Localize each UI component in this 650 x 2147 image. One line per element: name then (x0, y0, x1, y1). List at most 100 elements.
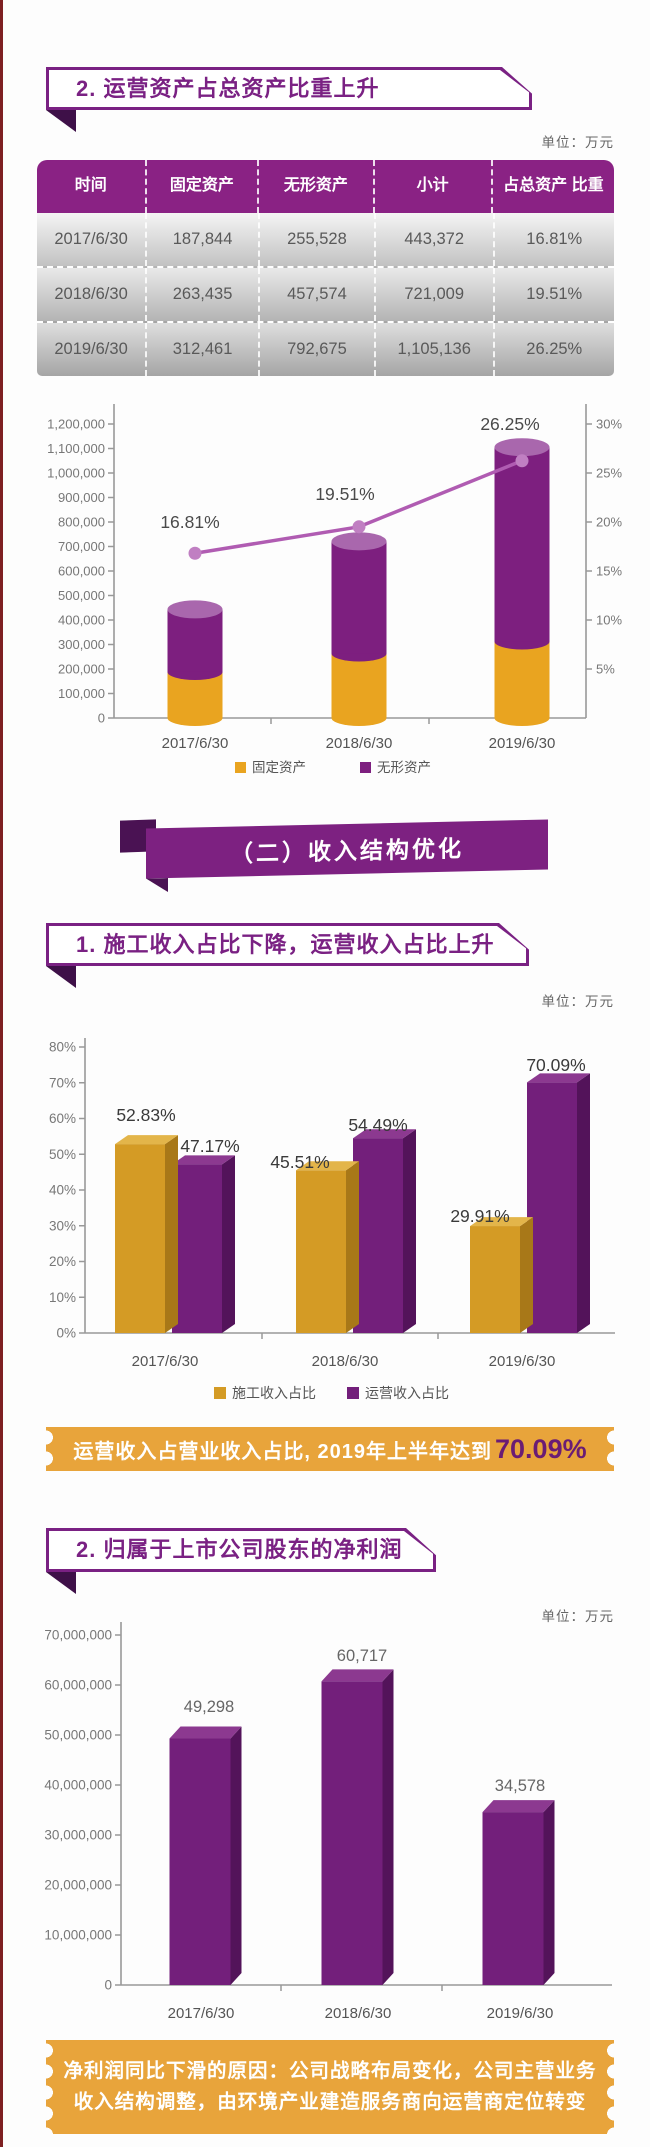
ribbon-text: 运营收入占营业收入占比, 2019年上半年达到 (73, 1440, 493, 1463)
x-axis-label: 2019/6/30 (489, 735, 556, 752)
trend-point-1 (352, 520, 366, 534)
asset-ratio-table: 时间 固定资产 无形资产 小计 占总资产 比重 2017/6/30 187,844 255,5… (37, 160, 614, 376)
x-axis-label: 2018/6/30 (325, 2005, 392, 2022)
right-tick-label: 5% (596, 662, 615, 677)
left-tick-label: 0% (56, 1326, 76, 1341)
right-tick-label: 20% (596, 515, 622, 530)
table-cell: 26.25% (526, 340, 583, 358)
table-cell: 721,009 (376, 268, 495, 321)
right-tick-label: 25% (596, 466, 622, 481)
bar-operating-share-0 (172, 1164, 222, 1333)
banner-box: 1. 施工收入占比下降，运营收入占比上升 (46, 923, 529, 966)
bar-fixed-assets-2 (494, 641, 550, 718)
bar-operating-share-1-top (353, 1129, 416, 1139)
left-tick-label: 60% (49, 1111, 76, 1126)
left-tick-label: 50% (49, 1147, 76, 1162)
left-edge-stripe (0, 0, 3, 2147)
bar-construction-share-0 (115, 1144, 165, 1333)
percent-label: 29.91% (450, 1206, 509, 1226)
legend-swatch (214, 1387, 226, 1399)
legend-label: 固定资产 (252, 760, 306, 775)
left-tick-label: 1,100,000 (47, 441, 105, 456)
unit-label-3: 单位：万元 (541, 1609, 614, 1624)
bar-construction-share-1-top (296, 1161, 359, 1171)
percent-label: 19.51% (315, 484, 374, 504)
table-cell: 187,844 (147, 213, 261, 266)
bar-net-profit-1-top (321, 1669, 394, 1682)
banner-title: 2. 归属于上市公司股东的净利润 (76, 1537, 403, 1562)
banner-fold (46, 1572, 76, 1594)
left-tick-label: 300,000 (58, 637, 105, 652)
left-tick-label: 500,000 (58, 588, 105, 603)
table-cell: 263,435 (147, 268, 261, 321)
left-tick-label: 40% (49, 1183, 76, 1198)
value-label: 60,717 (337, 1647, 387, 1665)
left-tick-label: 0 (98, 711, 105, 726)
left-tick-label: 200,000 (58, 662, 105, 677)
x-axis-label: 2017/6/30 (168, 2005, 235, 2022)
bar-net-profit-1-side (382, 1669, 394, 1985)
legend-label: 运营收入占比 (365, 1385, 449, 1401)
banner-fold (46, 966, 76, 988)
bar-intangible-assets-0 (167, 609, 223, 672)
bar-net-profit-0 (169, 1738, 231, 1985)
right-tick-label: 10% (596, 613, 622, 628)
title-banner-net-profit: 2. 归属于上市公司股东的净利润 (46, 1528, 436, 1594)
bar-net-profit-1 (321, 1681, 383, 1985)
right-tick-label: 30% (596, 417, 622, 432)
table-header-row: 时间 固定资产 无形资产 小计 占总资产 比重 (37, 160, 614, 213)
banner-box: 2. 归属于上市公司股东的净利润 (46, 1528, 436, 1572)
banner-box: 2. 运营资产占总资产比重上升 (46, 67, 532, 110)
trend-point-2 (515, 454, 529, 468)
bar-construction-share-2-side (520, 1217, 533, 1333)
left-tick-label: 1,000,000 (47, 466, 105, 481)
x-axis-label: 2018/6/30 (326, 735, 393, 752)
left-tick-label: 100,000 (58, 686, 105, 701)
bar-fixed-assets-1 (331, 653, 387, 718)
x-axis-label: 2019/6/30 (487, 2005, 554, 2022)
bar-construction-share-2 (470, 1226, 520, 1333)
bar-net-profit-2-top (482, 1800, 555, 1813)
bar-operating-share-2-side (577, 1073, 590, 1333)
bar-operating-share-2-top (527, 1073, 590, 1083)
left-tick-label: 900,000 (58, 490, 105, 505)
left-tick-label: 10% (49, 1290, 76, 1305)
table-cell: 2017/6/30 (37, 213, 148, 266)
banner-title: 2. 运营资产占总资产比重上升 (76, 76, 380, 101)
table-header-cell: 小计 (375, 160, 493, 213)
bar-construction-share-1 (296, 1170, 346, 1333)
banner-fold (46, 110, 76, 132)
x-axis-label: 2018/6/30 (312, 1353, 379, 1370)
bar-net-profit-0-top (169, 1726, 242, 1739)
ribbon-text-line2: 收入结构调整，由环境产业建造服务商向运营商定位转变 (73, 2091, 587, 2113)
value-label: 49,298 (184, 1698, 234, 1716)
table-cell: 16.81% (526, 230, 583, 248)
left-tick-label: 20,000,000 (44, 1878, 112, 1893)
percent-label: 16.81% (160, 512, 219, 532)
left-tick-label: 700,000 (58, 539, 105, 554)
table-header-cell: 固定资产 (147, 160, 260, 213)
trend-point-0 (188, 546, 202, 560)
percent-label: 52.83% (116, 1105, 175, 1125)
legend-label: 施工收入占比 (232, 1385, 316, 1401)
legend-swatch (235, 762, 246, 773)
bar-net-profit-0-side (230, 1726, 242, 1985)
bar-operating-share-1-side (403, 1129, 416, 1333)
table-cell: 2019/6/30 (37, 323, 148, 376)
ribbon-highlight: 70.09% (495, 1433, 587, 1464)
bar-operating-share-2 (527, 1082, 577, 1333)
chart-revenue-share: 0% 10% 20% 30% 40% 50% 60% 70% 80% 52.83%47.17% 45… (49, 1038, 615, 1401)
right-tick-label: 15% (596, 564, 622, 579)
orange-ribbon-net-profit: 净利润同比下滑的原因：公司战略布局变化，公司主营业务 收入结构调整，由环境产业建… (46, 2040, 614, 2134)
left-tick-label: 80% (49, 1040, 76, 1055)
table-cell: 2018/6/30 (37, 268, 148, 321)
table-header-cell: 无形资产 (259, 160, 375, 213)
bar-construction-share-2-top (470, 1217, 533, 1227)
orange-ribbon-revenue: 运营收入占营业收入占比, 2019年上半年达到 70.09% (46, 1427, 614, 1471)
percent-label: 45.51% (270, 1152, 329, 1172)
chart-net-profit: 0 10,000,000 20,000,000 30,000,000 40,000,00… (44, 1622, 612, 2022)
table-cell: 457,574 (260, 268, 376, 321)
legend-swatch (360, 762, 371, 773)
table-cell: 19.51% (526, 285, 583, 303)
percent-label: 54.49% (348, 1115, 407, 1135)
